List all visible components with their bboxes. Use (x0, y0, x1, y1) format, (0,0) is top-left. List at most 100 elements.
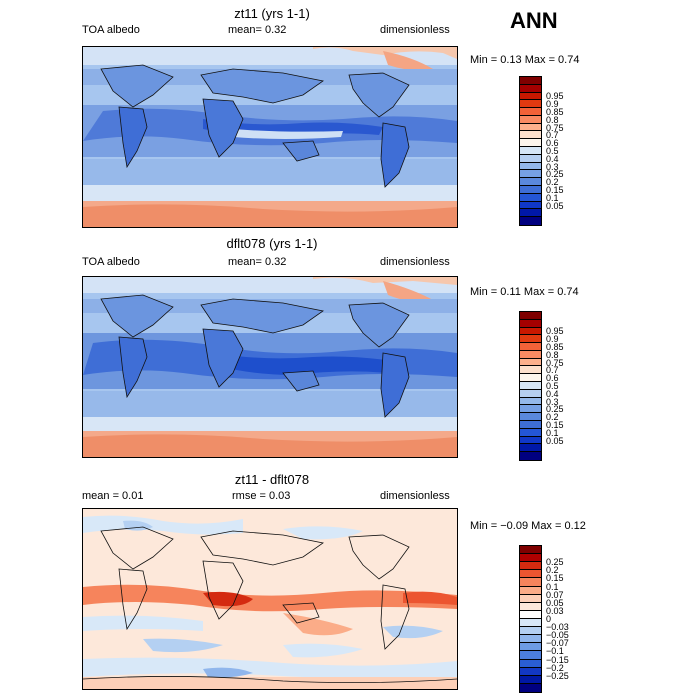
panel-2-colorbar (519, 311, 542, 461)
colorbar-swatch (520, 209, 541, 218)
colorbar-swatch (520, 178, 541, 186)
colorbar-tick-label: 0.9 (546, 99, 559, 110)
colorbar-swatch (520, 389, 541, 398)
colorbar-tick-label: 0.8 (546, 349, 559, 360)
colorbar-swatch (520, 312, 541, 320)
colorbar-tick-label: 0.2 (546, 177, 559, 188)
colorbar-tick-label: 0.3 (546, 161, 559, 172)
panel-2-title: dflt078 (yrs 1-1) (226, 236, 318, 251)
colorbar-swatch (520, 77, 541, 85)
colorbar-swatch (520, 594, 541, 603)
colorbar-tick-label: 0.07 (546, 589, 564, 600)
colorbar-swatch (520, 374, 541, 383)
colorbar-swatch (520, 651, 541, 660)
colorbar-tick-label: 0.5 (546, 146, 559, 156)
colorbar-swatch (520, 154, 541, 163)
colorbar-swatch (520, 562, 541, 571)
colorbar-swatch (520, 436, 541, 445)
colorbar-swatch (520, 586, 541, 595)
colorbar-tick-label: 0.9 (546, 334, 559, 345)
colorbar-tick-label: 0.3 (546, 396, 559, 407)
colorbar-swatch (520, 546, 541, 555)
colorbar-swatch (520, 100, 541, 109)
colorbar-tick-label: 0.7 (546, 365, 559, 376)
colorbar-tick-label: 0.95 (546, 91, 564, 102)
panel-3-title: zt11 - dflt078 (234, 472, 310, 487)
colorbar-swatch (520, 683, 541, 692)
colorbar-swatch (520, 84, 541, 93)
panel-3-rmse: rmse = 0.03 (232, 490, 291, 502)
colorbar-swatch (520, 366, 541, 375)
colorbar-tick-label: −0.1 (546, 646, 564, 657)
colorbar-swatch (520, 92, 541, 101)
colorbar-swatch (520, 627, 541, 636)
panel-3-units: dimensionless (380, 490, 450, 502)
colorbar-swatch (520, 358, 541, 367)
colorbar-tick-label: 0.85 (546, 342, 564, 353)
colorbar-swatch (520, 193, 541, 202)
panel-1-title: zt11 (yrs 1-1) (234, 6, 310, 21)
colorbar-swatch (520, 170, 541, 179)
panel-2-units: dimensionless (380, 256, 450, 268)
colorbar-tick-label: 0.4 (546, 388, 559, 399)
colorbar-tick-label: 0.7 (546, 130, 559, 141)
panel-1-minmax: Min = 0.13 Max = 0.74 (470, 54, 580, 66)
colorbar-swatch (520, 217, 541, 225)
colorbar-swatch (520, 350, 541, 359)
panel-1-variable: TOA albedo (82, 24, 140, 36)
colorbar-tick-label: 0.75 (546, 122, 564, 133)
colorbar-tick-label: 0.05 (546, 597, 564, 608)
panel-1-map (82, 46, 458, 228)
colorbar-tick-label: 0.15 (546, 184, 564, 195)
colorbar-tick-label: 0.4 (546, 153, 559, 164)
colorbar-tick-label: 0.6 (546, 138, 559, 149)
panel-1-colorbar (519, 76, 542, 226)
colorbar-tick-label: 0.05 (546, 200, 564, 211)
colorbar-swatch (520, 659, 541, 668)
colorbar-swatch (520, 185, 541, 194)
colorbar-swatch (520, 382, 541, 390)
colorbar-swatch (520, 635, 541, 644)
colorbar-swatch (520, 413, 541, 421)
colorbar-tick-label: 0.05 (546, 435, 564, 446)
colorbar-tick-label: −0.07 (546, 638, 569, 649)
panel-2-minmax: Min = 0.11 Max = 0.74 (470, 286, 579, 298)
colorbar-swatch (520, 643, 541, 652)
colorbar-swatch (520, 108, 541, 116)
panel-1-units: dimensionless (380, 24, 450, 36)
colorbar-swatch (520, 554, 541, 563)
colorbar-tick-label: 0.6 (546, 373, 559, 384)
colorbar-swatch (520, 570, 541, 579)
colorbar-tick-label: 0.15 (546, 419, 564, 430)
colorbar-swatch (520, 578, 541, 587)
colorbar-swatch (520, 420, 541, 429)
colorbar-swatch (520, 147, 541, 155)
colorbar-swatch (520, 452, 541, 460)
colorbar-tick-label: 0.2 (546, 412, 559, 423)
colorbar-swatch (520, 201, 541, 210)
colorbar-swatch (520, 444, 541, 453)
colorbar-swatch (520, 405, 541, 414)
colorbar-tick-label: 0.8 (546, 114, 559, 125)
colorbar-swatch (520, 335, 541, 344)
colorbar-swatch (520, 115, 541, 124)
panel-2-mean: mean= 0.32 (228, 256, 287, 268)
colorbar-tick-label: 0.03 (546, 605, 564, 616)
colorbar-swatch (520, 343, 541, 351)
season-label: ANN (510, 8, 558, 33)
panel-3-map (82, 508, 458, 690)
colorbar-tick-label: 0.2 (546, 565, 559, 576)
colorbar-tick-label: −0.2 (546, 662, 564, 673)
colorbar-tick-label: −0.05 (546, 630, 569, 641)
colorbar-swatch (520, 162, 541, 171)
colorbar-swatch (520, 397, 541, 406)
colorbar-swatch (520, 139, 541, 148)
colorbar-swatch (520, 319, 541, 328)
colorbar-swatch (520, 602, 541, 611)
colorbar-tick-label: −0.25 (546, 670, 569, 681)
panel-2-map (82, 276, 458, 458)
colorbar-tick-label: 0.85 (546, 107, 564, 118)
colorbar-tick-label: 0.95 (546, 326, 564, 337)
panel-3-mean: mean = 0.01 (82, 490, 144, 502)
colorbar-tick-label: 0.5 (546, 381, 559, 391)
